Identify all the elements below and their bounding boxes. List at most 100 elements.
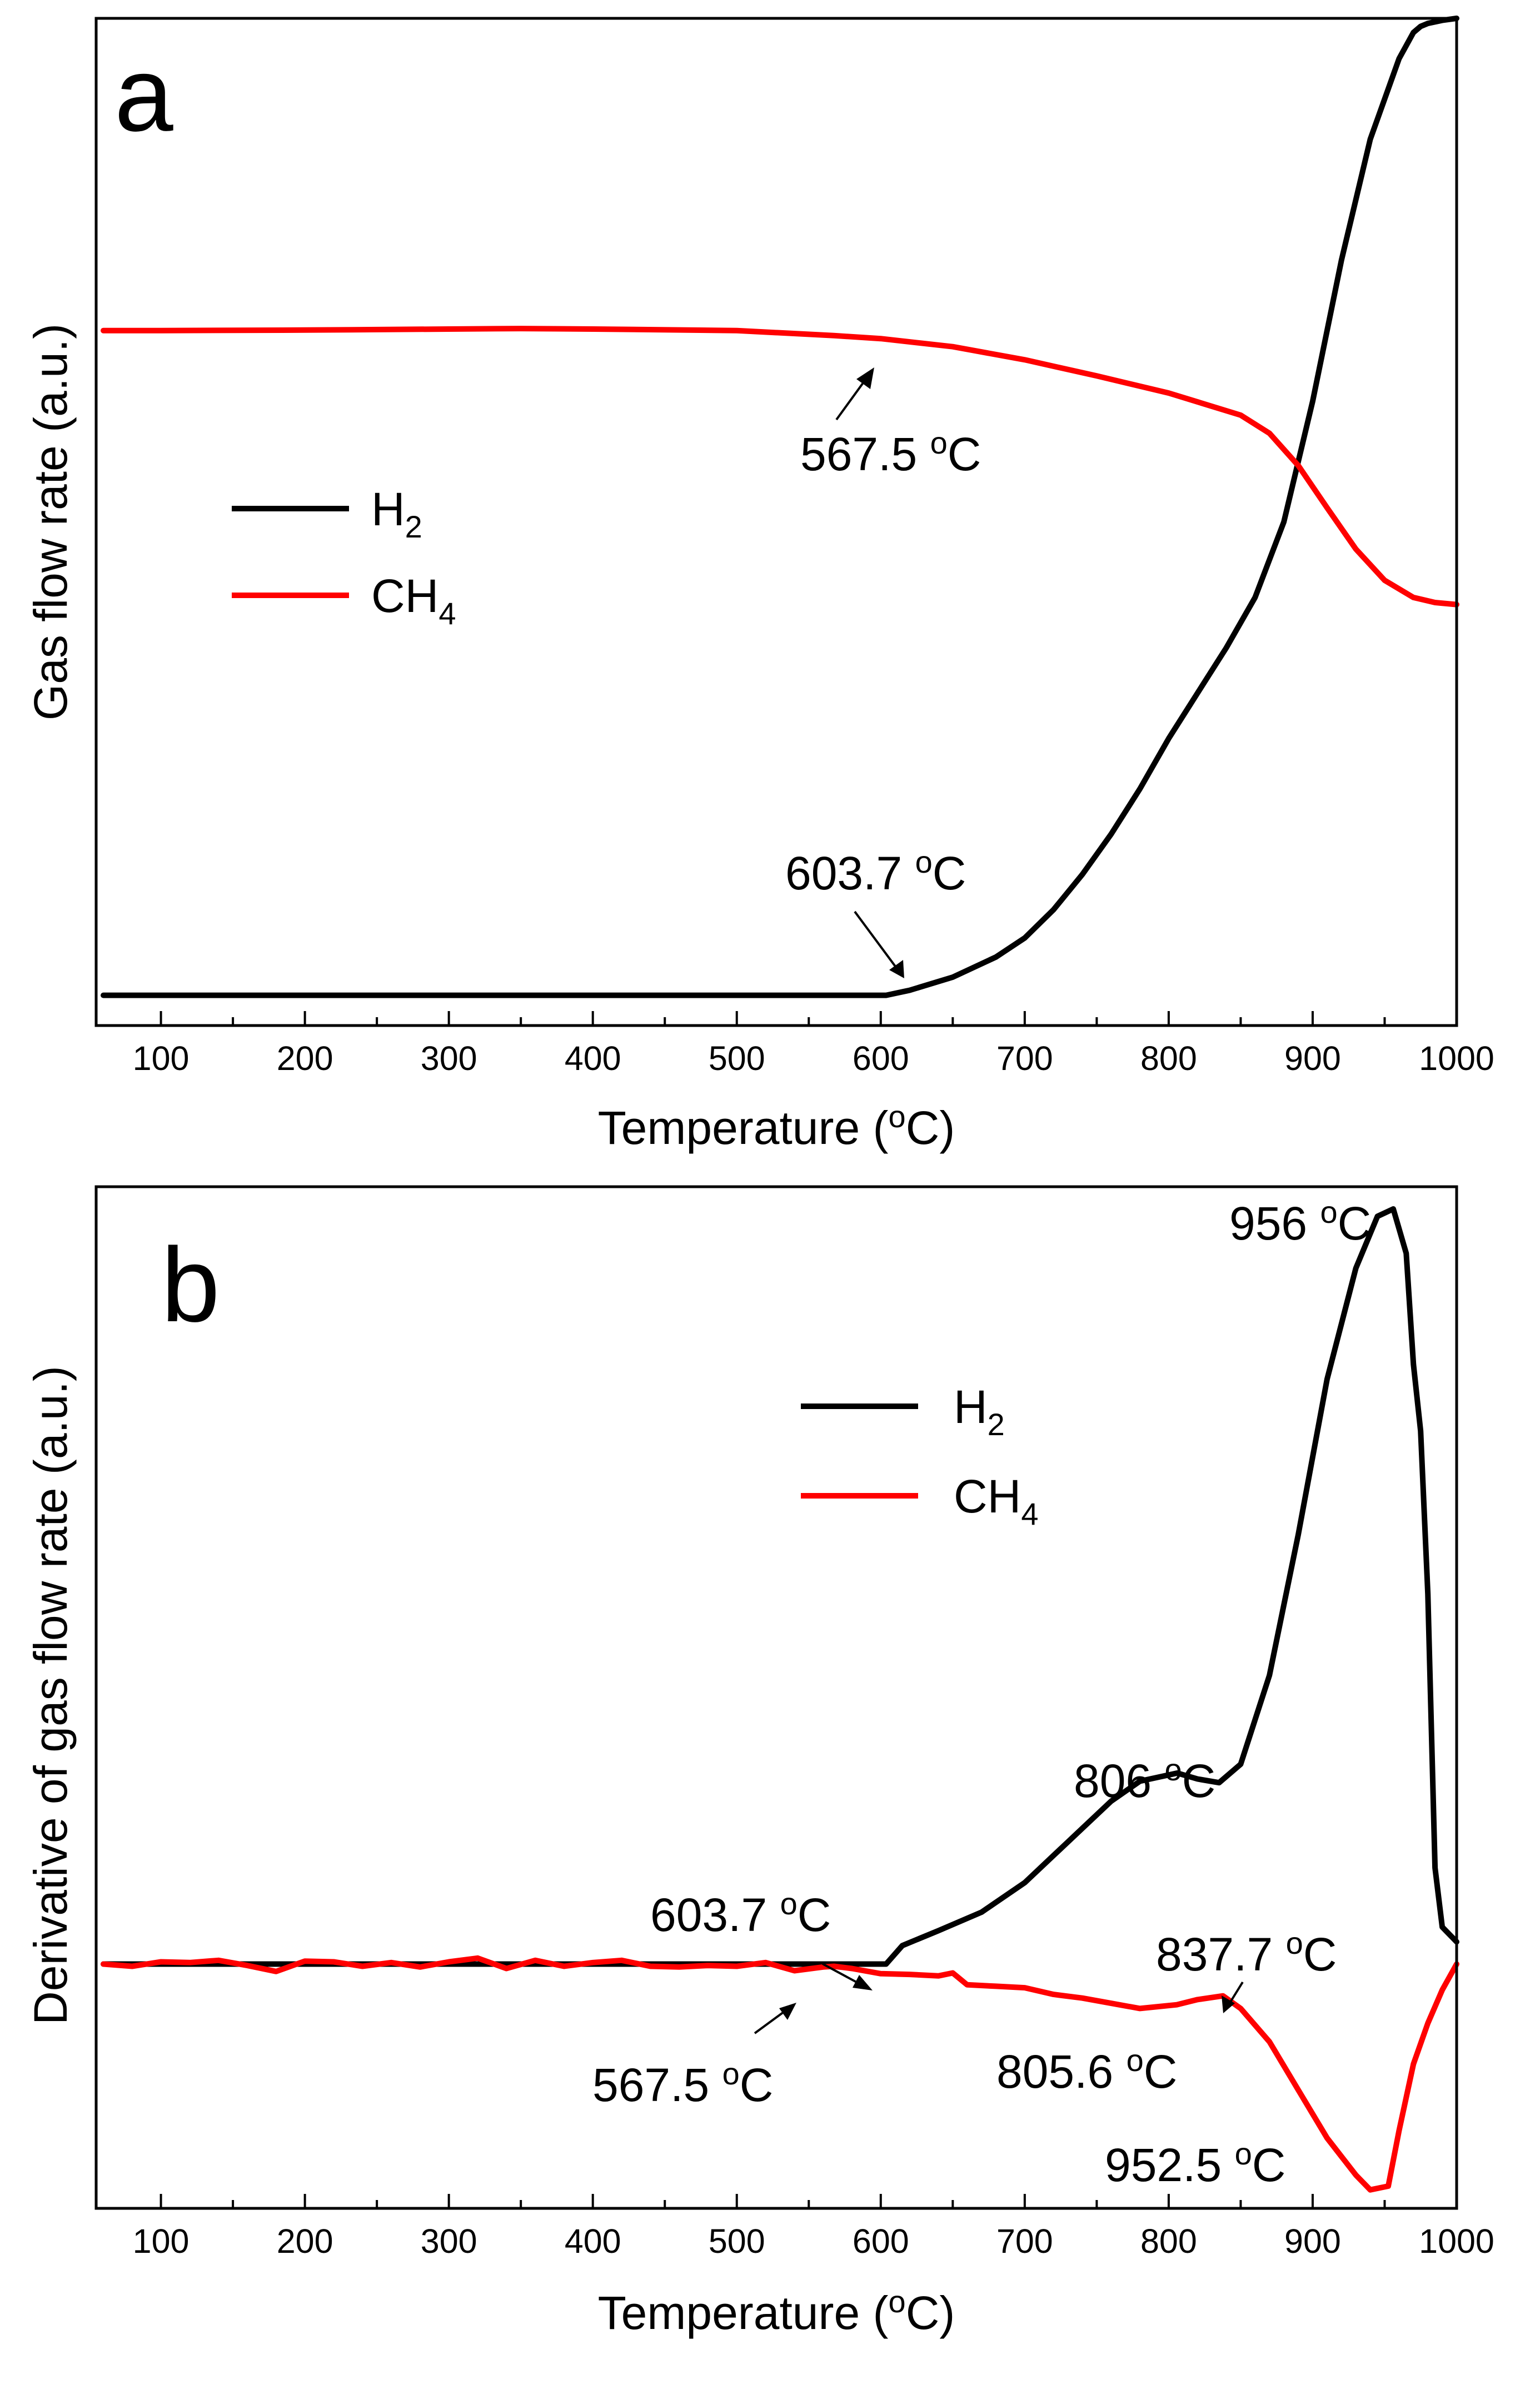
- panel-a-x-axis-label: Temperature (oC): [598, 1099, 955, 1154]
- panel-a-x-tick-label-800: 800: [1140, 1039, 1197, 1077]
- panel-a-legend-label-ch4-sub: 4: [438, 596, 456, 631]
- panel-a-series-ch4-line: [101, 326, 1459, 608]
- panel-a-y-axis-label: Gas flow rate (a.u.): [24, 323, 77, 720]
- panel-b-annotation-ch4-peak-label: 952.5 oC: [1105, 2136, 1285, 2191]
- panel-a-frame: [94, 17, 1458, 1027]
- panel-b-annotation-ch4-peak-value: 952.5: [1105, 2139, 1222, 2191]
- panel-b-annotation-h2-shoulder-value: 806: [1074, 1755, 1152, 1807]
- panel-b-legend-label-h2: H2: [954, 1381, 1005, 1442]
- panel-b-annotation-ch4-shoulder-label: 805.6 oC: [996, 2043, 1177, 2098]
- panel-b-x-ticks: 100 200 300 400 500 600 700 800 900 1000: [133, 2194, 1494, 2260]
- panel-a-x-tick-label-300: 300: [421, 1039, 477, 1077]
- panel-a-x-axis-label-main: Temperature (: [598, 1102, 889, 1154]
- panel-b-annotation-h2-onset-label: 603.7 oC: [650, 1886, 831, 1941]
- panel-a-x-tick-label-1000: 1000: [1419, 1039, 1494, 1077]
- panel-b: 100 200 300 400 500 600 700 800 900 1000 b Deriva…: [24, 1185, 1494, 2339]
- panel-a-letter: a: [114, 36, 173, 153]
- panel-b-annotation-h2-shoulder-sup: o: [1165, 1752, 1182, 1787]
- panel-b-annotation-h2-shoulder-label: 806 oC: [1074, 1752, 1215, 1807]
- panel-a-annotation-h2-onset: 603.7 oC: [785, 844, 966, 978]
- panel-a-annotation-ch4-onset-arrowhead: [856, 367, 874, 389]
- panel-b-x-tick-label-100: 100: [133, 2222, 190, 2260]
- panel-a-annotation-ch4-onset-label: 567.5 oC: [800, 425, 981, 480]
- panel-a-x-ticks: 100 200 300 400 500 600 700 800 900 1000: [133, 1011, 1494, 1077]
- panel-a-legend: H2 CH4: [232, 483, 456, 631]
- panel-b-annotation-ch4-onset: 567.5 oC: [592, 2003, 796, 2111]
- panel-a-x-tick-label-700: 700: [996, 1039, 1053, 1077]
- panel-b-x-tick-label-200: 200: [277, 2222, 333, 2260]
- panel-b-x-axis-label-tail: C): [906, 2287, 955, 2339]
- panel-b-annotation-ch4-peak-unit: C: [1252, 2139, 1286, 2191]
- panel-a-legend-label-ch4: CH4: [371, 570, 456, 631]
- panel-b-annotation-ch4-onset-sup: o: [722, 2056, 740, 2091]
- panel-b-annotation-h2-peak-sup: o: [1320, 1194, 1338, 1230]
- panel-a: 100 200 300 400 500 600 700 800 900 1000 a Gas fl…: [24, 16, 1494, 1154]
- panel-b-annotation-ch4-shoulder-unit: C: [1144, 2045, 1178, 2098]
- panel-b-annotation-h2-onset: 603.7 oC: [650, 1886, 873, 1990]
- panel-b-x-axis-label-main: Temperature (: [598, 2287, 889, 2339]
- panel-b-frame: [94, 1185, 1458, 2210]
- panel-b-x-tick-label-700: 700: [996, 2222, 1053, 2260]
- panel-b-y-axis-label: Derivative of gas flow rate (a.u.): [24, 1366, 77, 2025]
- panel-b-legend-label-ch4-sub: 4: [1021, 1496, 1038, 1531]
- panel-a-x-tick-label-500: 500: [709, 1039, 765, 1077]
- panel-b-x-tick-label-800: 800: [1140, 2222, 1197, 2260]
- panel-b-annotation-h2-onset-sup: o: [780, 1886, 798, 1921]
- panel-b-annotation-h2-shoulder-unit: C: [1182, 1755, 1216, 1807]
- panel-b-legend-label-h2-sub: 2: [988, 1407, 1005, 1442]
- panel-a-x-tick-label-600: 600: [853, 1039, 909, 1077]
- panel-b-annotation-ch4-onset-label: 567.5 oC: [592, 2056, 773, 2111]
- panel-b-annotation-h2-onset-value: 603.7: [650, 1889, 767, 1941]
- panel-b-annotation-h2-peak-label: 956 oC: [1229, 1194, 1371, 1250]
- panel-a-annotation-ch4-onset: 567.5 oC: [800, 367, 981, 480]
- panel-b-annotation-ch4-shoulder-value: 805.6: [996, 2045, 1113, 2098]
- panel-a-series-h2-line: [101, 16, 1459, 998]
- panel-b-x-tick-label-300: 300: [421, 2222, 477, 2260]
- panel-b-x-axis-label-sup: o: [889, 2284, 906, 2319]
- panel-a-x-axis-label-tail: C): [906, 1102, 955, 1154]
- panel-b-annotation-ch4-onset-arrowhead: [779, 2003, 796, 2020]
- panel-b-series-ch4-line: [101, 1955, 1459, 2193]
- panel-b-x-tick-label-400: 400: [565, 2222, 621, 2260]
- panel-a-annotation-ch4-onset-unit: C: [948, 428, 981, 480]
- panel-b-legend: H2 CH4: [801, 1381, 1038, 1531]
- panel-b-letter: b: [161, 1226, 220, 1344]
- panel-a-legend-label-ch4-base: CH: [371, 570, 438, 622]
- panel-b-x-axis-label: Temperature (oC): [598, 2284, 955, 2339]
- panel-a-annotation-h2-onset-arrowhead: [889, 960, 904, 978]
- panel-a-x-tick-label-400: 400: [565, 1039, 621, 1077]
- panel-b-x-tick-label-600: 600: [853, 2222, 909, 2260]
- panel-a-annotation-h2-onset-label: 603.7 oC: [785, 844, 966, 899]
- panel-b-x-tick-label-900: 900: [1284, 2222, 1341, 2260]
- panel-a-x-tick-label-200: 200: [277, 1039, 333, 1077]
- panel-b-annotation-h2-peak-value: 956: [1229, 1197, 1307, 1250]
- panel-a-legend-label-h2-base: H: [371, 483, 405, 535]
- panel-b-x-tick-label-1000: 1000: [1419, 2222, 1494, 2260]
- panel-b-legend-label-ch4-base: CH: [954, 1470, 1021, 1522]
- panel-b-annotation-h2-peak-unit: C: [1338, 1197, 1372, 1250]
- panel-b-annotation-ch4-inflection-sup: o: [1286, 1925, 1303, 1960]
- panel-b-annotation-h2-onset-unit: C: [798, 1889, 831, 1941]
- panel-a-annotation-h2-onset-sup: o: [915, 844, 933, 879]
- panel-b-annotation-ch4-onset-unit: C: [740, 2059, 774, 2111]
- panel-b-annotation-ch4-shoulder-sup: o: [1127, 2043, 1144, 2078]
- panel-a-annotation-ch4-onset-value: 567.5: [800, 428, 917, 480]
- panel-b-annotation-ch4-inflection-value: 837.7: [1156, 1928, 1273, 1980]
- panel-a-legend-label-h2: H2: [371, 483, 422, 544]
- panel-b-annotation-ch4-inflection-arrowhead: [1222, 1995, 1235, 2013]
- panel-a-legend-label-h2-sub: 2: [405, 509, 422, 544]
- panel-b-legend-label-h2-base: H: [954, 1381, 988, 1433]
- panel-a-x-axis-label-sup: o: [889, 1099, 906, 1134]
- panel-b-annotation-h2-onset-arrowhead: [853, 1975, 873, 1990]
- panel-b-annotation-ch4-onset-value: 567.5: [592, 2059, 709, 2111]
- panel-b-annotation-ch4-inflection: 837.7 oC: [1156, 1925, 1337, 2013]
- panel-b-annotation-ch4-inflection-unit: C: [1303, 1928, 1337, 1980]
- panel-a-annotation-h2-onset-arrow-line: [854, 910, 899, 970]
- panel-b-legend-label-ch4: CH4: [954, 1470, 1038, 1531]
- panel-a-x-tick-label-900: 900: [1284, 1039, 1341, 1077]
- panel-b-annotation-ch4-inflection-label: 837.7 oC: [1156, 1925, 1337, 1980]
- panel-a-plot-area: [101, 16, 1459, 998]
- panel-a-annotation-ch4-onset-sup: o: [930, 425, 948, 460]
